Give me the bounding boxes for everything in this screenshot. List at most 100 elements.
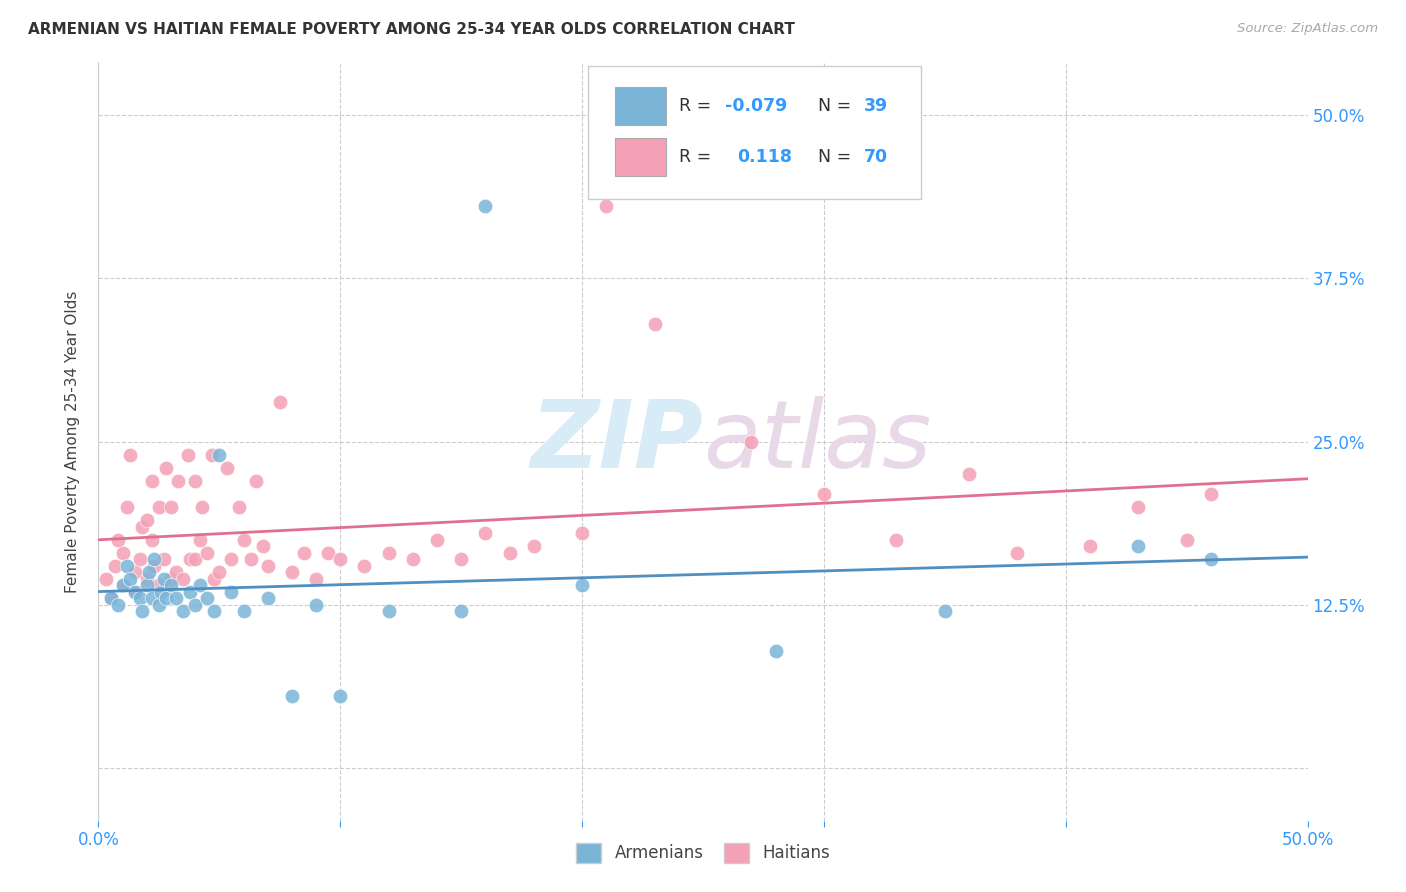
Point — [232, 533, 254, 547]
Point — [143, 558, 166, 573]
Point — [740, 434, 762, 449]
Point — [152, 552, 174, 566]
Point — [135, 572, 157, 586]
Point — [111, 546, 134, 560]
Point — [204, 605, 226, 619]
FancyBboxPatch shape — [614, 87, 665, 125]
Point — [148, 598, 170, 612]
Point — [765, 643, 787, 657]
Point — [201, 448, 224, 462]
Point — [1007, 546, 1029, 560]
Point — [138, 566, 160, 580]
Point — [329, 690, 352, 704]
Point — [402, 552, 425, 566]
Point — [329, 552, 352, 566]
Point — [269, 395, 291, 409]
Point — [1078, 539, 1101, 553]
Point — [595, 199, 617, 213]
Point — [208, 566, 231, 580]
Y-axis label: Female Poverty Among 25-34 Year Olds: Female Poverty Among 25-34 Year Olds — [65, 291, 80, 592]
Point — [167, 474, 190, 488]
Text: 0.118: 0.118 — [737, 148, 792, 166]
Point — [245, 474, 267, 488]
Point — [184, 474, 207, 488]
Point — [281, 566, 304, 580]
Point — [934, 605, 956, 619]
Point — [100, 591, 122, 606]
Point — [228, 500, 250, 514]
Point — [377, 605, 399, 619]
Point — [117, 500, 139, 514]
Point — [150, 585, 173, 599]
Point — [239, 552, 262, 566]
Point — [523, 539, 546, 553]
Point — [316, 546, 339, 560]
Point — [179, 552, 201, 566]
Point — [141, 474, 163, 488]
Point — [179, 585, 201, 599]
Text: N =: N = — [818, 148, 856, 166]
Point — [160, 500, 183, 514]
Point — [474, 199, 496, 213]
Legend: Armenians, Haitians: Armenians, Haitians — [569, 837, 837, 869]
FancyBboxPatch shape — [588, 66, 921, 199]
Point — [256, 591, 278, 606]
Point — [252, 539, 274, 553]
Point — [450, 552, 472, 566]
Point — [377, 546, 399, 560]
Point — [221, 552, 243, 566]
Point — [128, 591, 150, 606]
Point — [191, 500, 214, 514]
Point — [160, 578, 183, 592]
Point — [474, 526, 496, 541]
Text: atlas: atlas — [703, 396, 931, 487]
Point — [141, 591, 163, 606]
Point — [571, 578, 593, 592]
Point — [195, 546, 218, 560]
Point — [957, 467, 980, 482]
Point — [152, 572, 174, 586]
Point — [184, 598, 207, 612]
Point — [215, 460, 238, 475]
Point — [1199, 552, 1222, 566]
Text: Source: ZipAtlas.com: Source: ZipAtlas.com — [1237, 22, 1378, 36]
Point — [135, 513, 157, 527]
Point — [124, 566, 146, 580]
Point — [305, 572, 328, 586]
FancyBboxPatch shape — [614, 138, 665, 177]
Point — [124, 585, 146, 599]
Text: R =: R = — [679, 96, 717, 115]
Point — [128, 552, 150, 566]
Point — [281, 690, 304, 704]
Point — [100, 591, 122, 606]
Point — [118, 572, 141, 586]
Point — [498, 546, 520, 560]
Point — [155, 460, 177, 475]
Point — [143, 552, 166, 566]
Point — [124, 585, 146, 599]
Point — [131, 519, 153, 533]
Text: ARMENIAN VS HAITIAN FEMALE POVERTY AMONG 25-34 YEAR OLDS CORRELATION CHART: ARMENIAN VS HAITIAN FEMALE POVERTY AMONG… — [28, 22, 794, 37]
Point — [155, 591, 177, 606]
Point — [353, 558, 375, 573]
Point — [104, 558, 127, 573]
Point — [141, 533, 163, 547]
Text: 39: 39 — [863, 96, 889, 115]
Point — [195, 591, 218, 606]
Point — [1175, 533, 1198, 547]
Point — [450, 605, 472, 619]
Point — [292, 546, 315, 560]
Point — [118, 448, 141, 462]
Point — [148, 578, 170, 592]
Point — [232, 605, 254, 619]
Point — [160, 572, 183, 586]
Point — [111, 578, 134, 592]
Point — [107, 533, 129, 547]
Point — [571, 526, 593, 541]
Point — [1199, 487, 1222, 501]
Text: N =: N = — [818, 96, 856, 115]
Point — [107, 598, 129, 612]
Text: 70: 70 — [863, 148, 889, 166]
Point — [172, 572, 194, 586]
Point — [305, 598, 328, 612]
